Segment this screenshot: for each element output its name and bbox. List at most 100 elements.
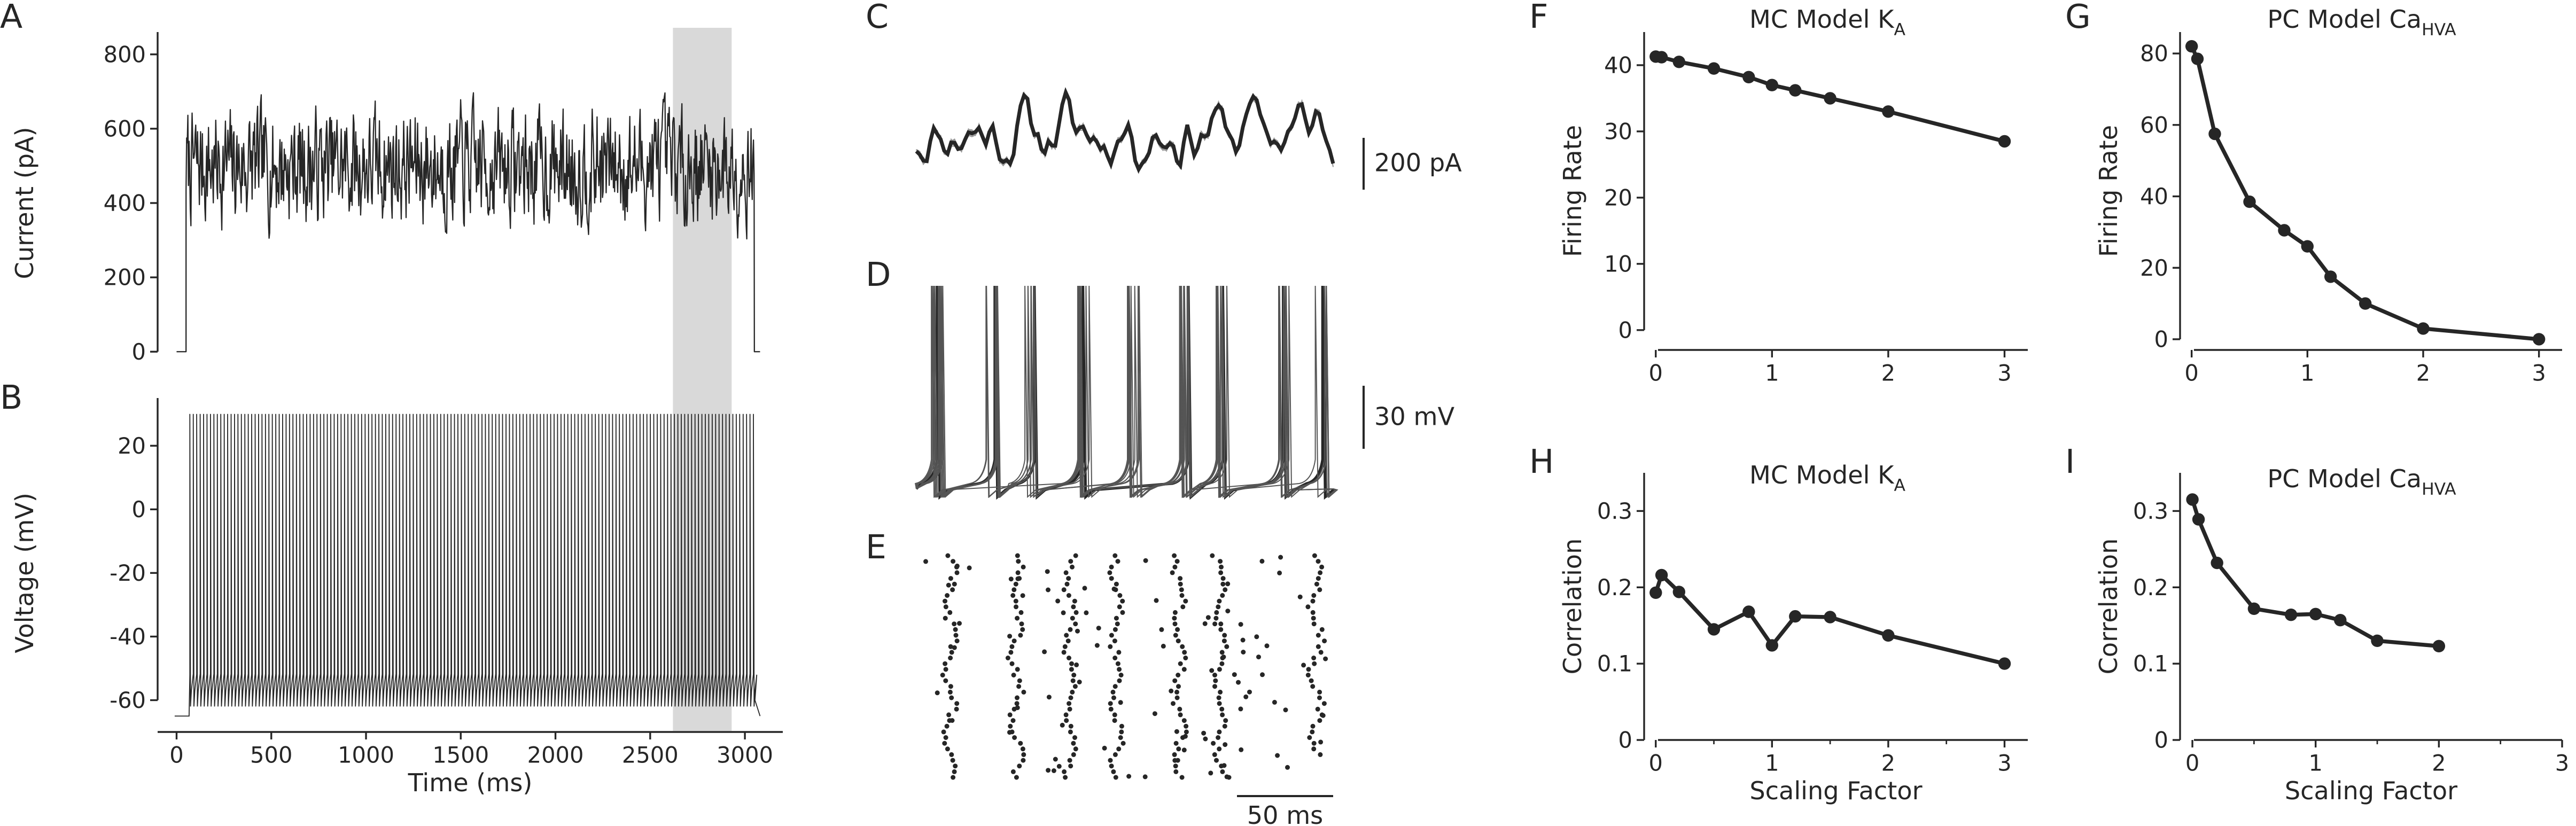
panel-e-spike [1015, 667, 1020, 672]
panel-e-spike [1015, 570, 1021, 575]
panel-e-spike [1301, 663, 1306, 668]
panel-e-spike [1213, 678, 1218, 683]
panel-e-spike [1072, 684, 1078, 689]
panel-e-spike [948, 644, 953, 649]
panel-e-spike [1322, 638, 1327, 644]
panel-e-spike [1217, 729, 1222, 735]
panel-e-spike [1221, 638, 1227, 644]
panel-e-spike [1311, 746, 1317, 752]
panel-e-spike [954, 563, 960, 568]
panel-e-spike [1073, 610, 1079, 615]
panel-e-spike [1307, 735, 1312, 740]
panel-e-spike [1201, 730, 1207, 736]
panel-e-spike [1021, 758, 1026, 763]
panel-d-trial-trace [916, 285, 1334, 498]
panel-g-title-text: PC Model CaHVA [2267, 5, 2456, 40]
voltage-trace [174, 414, 761, 717]
panel-e-spike [1169, 688, 1174, 693]
panel-a-y-tick-label: 800 [104, 41, 146, 67]
panel-i-axes: 0 0.1 0.2 0.3 0 1 2 3 [2133, 473, 2569, 776]
panel-e-spike [1068, 723, 1073, 729]
panel-e-spike [1212, 621, 1218, 627]
panel-e-spike [945, 746, 950, 752]
panel-d-trial-trace [916, 285, 1338, 498]
panel-e-spike [1236, 680, 1241, 685]
panel-f-x-tick-label: 1 [1765, 360, 1779, 386]
panel-e-spike [1011, 638, 1017, 644]
panel-e-spike [1064, 718, 1069, 723]
panel-e-spike [1321, 701, 1327, 706]
panel-e-spike [1311, 593, 1317, 598]
panel-e-spike [1073, 553, 1078, 558]
panel-d-trial-trace [916, 285, 1334, 498]
panel-e-spike [949, 695, 954, 700]
panel-e-spike [950, 758, 955, 763]
panel-e-spike [943, 604, 948, 610]
panel-e-spike [1315, 706, 1320, 712]
panel-e-spike [945, 553, 951, 558]
panel-e-spike [1070, 689, 1075, 695]
panel-i-point [2192, 513, 2205, 526]
panel-e-spike [1184, 723, 1189, 729]
panel-e-spike [1013, 581, 1018, 587]
panel-e-spike [1310, 684, 1316, 689]
panel-b-axes: -60 -40 -20 0 20 0 500 1000 1500 2000 2500 3000 [110, 398, 783, 768]
panel-f-y-tick-label: 20 [1604, 184, 1632, 211]
panel-e-spike [1096, 626, 1101, 631]
panel-e-spike [1177, 706, 1182, 712]
panel-letter-b: B [0, 378, 22, 417]
panel-e-spike [1014, 604, 1018, 610]
panel-e-spike [953, 633, 959, 638]
panel-e-spike [952, 645, 957, 650]
panel-i-point [2371, 634, 2384, 648]
panel-g-y-tick-label: 0 [2154, 326, 2168, 352]
panel-e-spike [1174, 729, 1179, 734]
panel-b-x-tick-label: 2000 [527, 742, 584, 768]
panel-letter-d: D [866, 255, 891, 294]
panel-e-spike [1172, 758, 1178, 763]
panel-e-spike [954, 706, 959, 712]
panel-e-spike [1232, 672, 1237, 677]
panel-e-spike [1176, 746, 1181, 752]
panel-h-point [1707, 623, 1721, 636]
panel-h-point [1998, 657, 2011, 670]
panel-e-spike [1314, 581, 1319, 587]
panel-letter-a: A [0, 0, 22, 36]
panel-i-y-tick-label: 0 [2154, 727, 2168, 753]
panel-e-spike [1312, 661, 1317, 666]
panel-e-spike [1323, 656, 1328, 661]
panel-e-spike [1182, 650, 1187, 655]
panel-e-spike [1205, 615, 1211, 620]
panel-e-spike [1305, 604, 1311, 610]
panel-e-spike [1316, 576, 1321, 581]
panel-e-spike [1172, 615, 1177, 621]
panel-e-spike [1060, 722, 1065, 728]
panel-e-spike [1305, 673, 1311, 677]
panel-f-point [1998, 135, 2011, 148]
panel-e-spike [1209, 668, 1215, 673]
panel-e-spike [923, 559, 928, 564]
panel-e-spike [1173, 633, 1178, 638]
panel-e-spike [1067, 758, 1072, 763]
panel-e-spike [1214, 610, 1219, 615]
panel-letter-c: C [866, 0, 889, 36]
panel-e-spike [1172, 564, 1178, 570]
panel-e-spike [950, 587, 955, 593]
panel-h-point [1882, 629, 1895, 642]
panel-i-point [2309, 607, 2322, 621]
panel-e-spike [1109, 763, 1114, 769]
panel-e-spike [1225, 581, 1231, 587]
panel-e-spike [1108, 706, 1114, 712]
panel-e-spike [1008, 650, 1014, 655]
panel-i-title: PC Model CaHVA [2267, 464, 2456, 499]
panel-e-spike [1318, 570, 1323, 575]
panel-e-spike [1111, 769, 1116, 774]
panel-i-y-tick-label: 0.1 [2133, 651, 2168, 677]
panel-h-point [1649, 586, 1662, 599]
panel-e-spike [1310, 610, 1316, 615]
panel-f-series-line [1655, 54, 2005, 144]
panel-b-y-tick-label: 0 [132, 496, 146, 523]
panel-e-spike [1222, 723, 1227, 729]
panel-e-spike [1015, 576, 1021, 581]
panel-e-spike [1218, 689, 1223, 695]
